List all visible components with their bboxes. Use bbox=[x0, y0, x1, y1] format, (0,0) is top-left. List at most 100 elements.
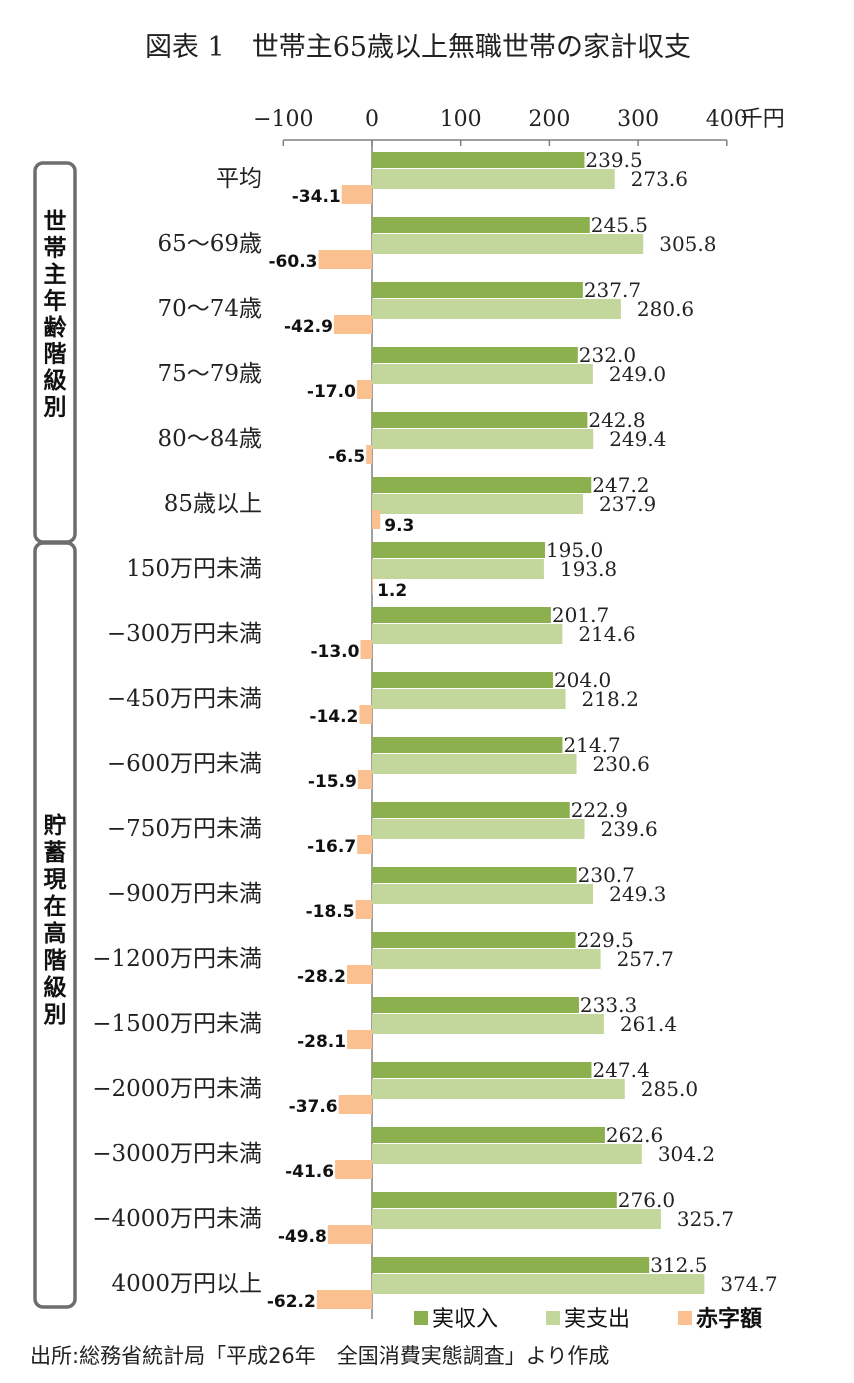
bar-income bbox=[372, 867, 577, 883]
bar-deficit bbox=[327, 1225, 372, 1244]
bar-expenditure bbox=[372, 949, 601, 969]
bar-expenditure bbox=[372, 1274, 705, 1294]
source-note: 出所:総務省統計局「平成26年 全国消費実態調査」より作成 bbox=[30, 1344, 609, 1368]
label-expenditure: 249.0 bbox=[609, 362, 666, 386]
category-label: −600万円未満 bbox=[107, 751, 262, 777]
label-deficit: -28.2 bbox=[297, 967, 346, 987]
bar-expenditure bbox=[372, 624, 563, 644]
bar-expenditure bbox=[372, 1079, 625, 1099]
label-income: 262.6 bbox=[606, 1123, 663, 1147]
bar-expenditure bbox=[372, 689, 566, 709]
label-deficit: -16.7 bbox=[307, 837, 356, 857]
label-income: 242.8 bbox=[588, 408, 645, 432]
bar-expenditure bbox=[372, 494, 584, 514]
label-expenditure: 214.6 bbox=[578, 622, 635, 646]
bar-income bbox=[372, 737, 563, 753]
bar-income bbox=[372, 412, 588, 428]
bar-deficit bbox=[318, 250, 372, 269]
group-label-char: 世 bbox=[44, 209, 67, 235]
label-deficit: -34.1 bbox=[292, 187, 341, 207]
group-label-char: 主 bbox=[44, 262, 67, 288]
category-label: −750万円未満 bbox=[107, 816, 262, 842]
label-income: 233.3 bbox=[580, 993, 637, 1017]
bar-deficit bbox=[316, 1290, 372, 1309]
category-label: −300万円未満 bbox=[107, 621, 262, 647]
bar-deficit bbox=[360, 640, 372, 659]
label-expenditure: 280.6 bbox=[637, 297, 694, 321]
legend-swatch bbox=[678, 1311, 692, 1325]
label-income: 201.7 bbox=[552, 603, 609, 627]
bar-expenditure bbox=[372, 299, 621, 319]
bar-deficit bbox=[346, 965, 372, 984]
bar-income bbox=[372, 542, 545, 558]
category-label: −450万円未満 bbox=[107, 686, 262, 712]
bar-expenditure bbox=[372, 819, 585, 839]
label-deficit: -62.2 bbox=[267, 1292, 316, 1312]
bar-expenditure bbox=[372, 884, 594, 904]
label-expenditure: 249.3 bbox=[609, 882, 666, 906]
label-deficit: -13.0 bbox=[310, 642, 359, 662]
bar-expenditure bbox=[372, 1209, 661, 1229]
bar-income bbox=[372, 477, 592, 493]
category-label: −2000万円未満 bbox=[92, 1076, 262, 1102]
category-label: 75～79歳 bbox=[157, 361, 262, 387]
label-deficit: -6.5 bbox=[328, 447, 365, 467]
label-expenditure: 257.7 bbox=[617, 947, 674, 971]
bar-deficit bbox=[335, 1160, 372, 1179]
category-label: 65～69歳 bbox=[157, 231, 262, 257]
legend-label: 赤字額 bbox=[696, 1306, 762, 1332]
label-income: 237.7 bbox=[584, 278, 641, 302]
bar-expenditure bbox=[372, 429, 594, 449]
legend-item: 実収入 bbox=[414, 1307, 498, 1332]
group-label-char: 級 bbox=[44, 974, 67, 1001]
category-row: 4000万円以上 312.5 374.7 -62.2 bbox=[111, 1253, 777, 1312]
label-expenditure: 193.8 bbox=[560, 557, 617, 581]
bar-deficit bbox=[359, 705, 372, 724]
label-income: 232.0 bbox=[579, 343, 636, 367]
label-income: 195.0 bbox=[546, 538, 603, 562]
label-income: 245.5 bbox=[591, 213, 648, 237]
label-expenditure: 237.9 bbox=[599, 492, 656, 516]
legend-swatch bbox=[546, 1311, 560, 1325]
bar-deficit bbox=[357, 835, 372, 854]
label-deficit: -60.3 bbox=[269, 252, 318, 272]
bar-deficit bbox=[355, 900, 372, 919]
legend: 実収入 実支出 赤字額 bbox=[414, 1306, 762, 1332]
group-label-char: 級 bbox=[44, 367, 67, 394]
bar-expenditure bbox=[372, 234, 644, 254]
group-label-char: 在 bbox=[44, 893, 67, 920]
label-expenditure: 374.7 bbox=[720, 1272, 777, 1296]
bar-income bbox=[372, 347, 578, 363]
label-expenditure: 249.4 bbox=[609, 427, 666, 451]
group-label-char: 現 bbox=[44, 867, 67, 893]
category-label: −3000万円未満 bbox=[92, 1141, 262, 1167]
bar-income bbox=[372, 1257, 650, 1273]
category-label: −1500万円未満 bbox=[92, 1011, 262, 1037]
bar-income bbox=[372, 607, 551, 623]
unit-label: 千円 bbox=[741, 107, 785, 132]
label-income: 276.0 bbox=[618, 1188, 675, 1212]
label-expenditure: 218.2 bbox=[582, 687, 639, 711]
group-label-char: 階 bbox=[44, 948, 67, 974]
bar-expenditure bbox=[372, 169, 615, 189]
group-label-char: 高 bbox=[44, 920, 67, 947]
label-income: 239.5 bbox=[585, 148, 642, 172]
group-label-char: 別 bbox=[44, 395, 67, 421]
label-expenditure: 273.6 bbox=[631, 167, 688, 191]
category-label: 150万円未満 bbox=[126, 556, 262, 582]
